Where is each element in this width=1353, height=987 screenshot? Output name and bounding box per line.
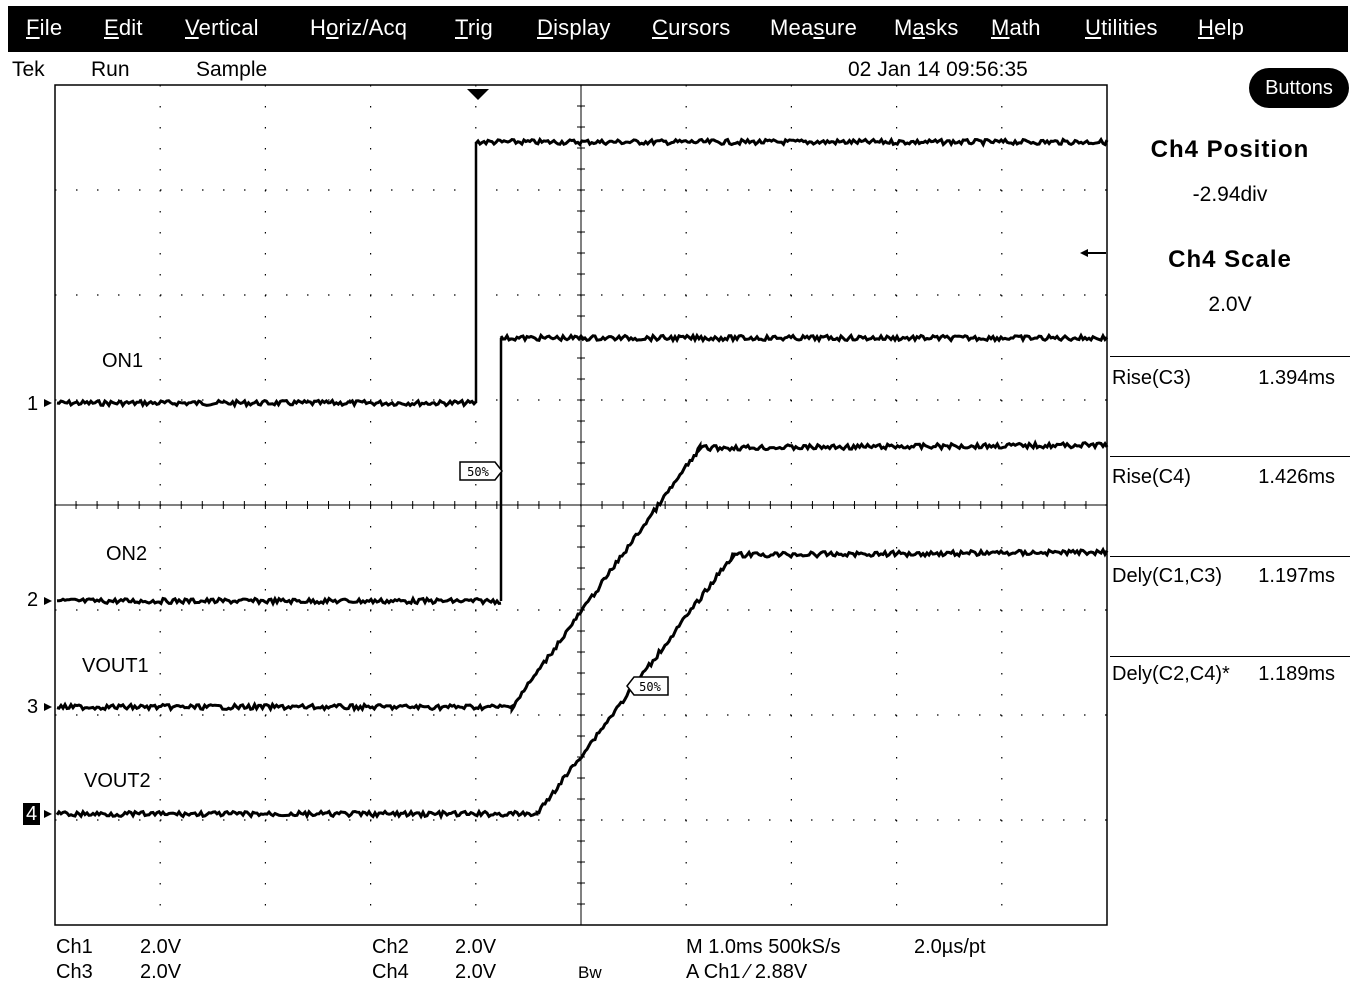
brand-label: Tek — [12, 58, 45, 81]
waveform-trace — [55, 546, 1109, 821]
ch3-marker[interactable]: 3 — [27, 696, 39, 718]
ch4-position-arrow — [1080, 249, 1106, 257]
ch2-label[interactable]: Ch2 — [372, 936, 409, 958]
ref-level-flag-1: 50% — [459, 461, 503, 481]
svg-text:50%: 50% — [467, 465, 489, 479]
ch1-marker[interactable]: 1 — [27, 393, 39, 415]
measurement-divider — [1110, 356, 1350, 357]
ch4-position-value[interactable]: -2.94div — [1192, 183, 1268, 206]
ch2-marker[interactable]: 2 — [27, 589, 39, 611]
menu-cursors[interactable]: Cursors — [652, 15, 731, 40]
measurement-divider — [1110, 556, 1350, 557]
measurement-value: 1.426ms — [1258, 466, 1335, 488]
ref-level-flag-2: 50% — [626, 676, 669, 696]
ch1-scale: 2.0V — [140, 936, 182, 958]
ch4-position-title: Ch4 Position — [1150, 136, 1310, 163]
measurement-value: 1.197ms — [1258, 565, 1335, 587]
svg-text:50%: 50% — [639, 680, 661, 694]
measurement-value: 1.189ms — [1258, 663, 1335, 685]
ch4-marker[interactable]: 4 — [23, 803, 41, 825]
ch1-label[interactable]: Ch1 — [56, 936, 93, 958]
menu-edit[interactable]: Edit — [104, 15, 143, 40]
waveform-traces — [55, 136, 1109, 821]
trigger-readout[interactable]: A Ch1 ⁄ 2.88V — [686, 961, 808, 983]
bandwidth-limit: Bw — [578, 963, 602, 982]
waveform-label-on2: ON2 — [106, 543, 148, 565]
menu-bar: File Edit Vertical Horiz/Acq Trig Displa… — [8, 6, 1348, 52]
date-time: 02 Jan 14 09:56:35 — [848, 58, 1028, 81]
menu-help[interactable]: Help — [1198, 15, 1245, 40]
menu-horiz-acq[interactable]: Horiz/Acq — [310, 15, 408, 40]
menu-measure[interactable]: Measure — [770, 15, 858, 40]
waveform-label-on1: ON1 — [102, 350, 144, 372]
resolution-readout: 2.0µs/pt — [914, 936, 986, 958]
measurement-value: 1.394ms — [1258, 367, 1335, 389]
timebase-readout[interactable]: M 1.0ms 500kS/s — [686, 936, 841, 958]
ch3-scale: 2.0V — [140, 961, 182, 983]
menu-file[interactable]: File — [26, 15, 63, 40]
ch4-label[interactable]: Ch4 — [372, 961, 409, 983]
measurement-name[interactable]: Rise(C4) — [1112, 466, 1191, 488]
ch2-scale: 2.0V — [455, 936, 497, 958]
waveform-trace — [499, 332, 1109, 344]
waveform-trace — [56, 439, 1109, 715]
menu-display[interactable]: Display — [537, 15, 611, 40]
measurement-divider — [1110, 656, 1350, 657]
waveform-label-vout2: VOUT2 — [84, 770, 151, 792]
run-status: Run — [91, 58, 130, 81]
channel-markers — [44, 399, 52, 818]
waveform-trace — [474, 136, 1109, 148]
measurement-name[interactable]: Dely(C2,C4)* — [1112, 663, 1230, 685]
ch4-scale: 2.0V — [455, 961, 497, 983]
menu-utilities[interactable]: Utilities — [1085, 15, 1158, 40]
menu-math[interactable]: Math — [991, 15, 1041, 40]
measurement-name[interactable]: Dely(C1,C3) — [1112, 565, 1223, 587]
menu-vertical[interactable]: Vertical — [185, 15, 259, 40]
acq-mode: Sample — [196, 58, 268, 81]
measurement-name[interactable]: Rise(C3) — [1112, 367, 1191, 389]
buttons-toggle-button[interactable]: Buttons — [1249, 68, 1349, 108]
trigger-position-marker[interactable] — [467, 89, 489, 100]
waveform-trace — [56, 397, 478, 409]
graticule — [54, 84, 1108, 926]
waveform-label-vout1: VOUT1 — [82, 655, 149, 677]
ch4-scale-title: Ch4 Scale — [1168, 246, 1292, 273]
measurement-divider — [1110, 456, 1350, 457]
waveform-trace — [56, 595, 502, 607]
menu-trig[interactable]: Trig — [455, 15, 493, 40]
menu-masks[interactable]: Masks — [894, 15, 959, 40]
ch3-label[interactable]: Ch3 — [56, 961, 93, 983]
ch4-scale-value[interactable]: 2.0V — [1208, 293, 1252, 316]
